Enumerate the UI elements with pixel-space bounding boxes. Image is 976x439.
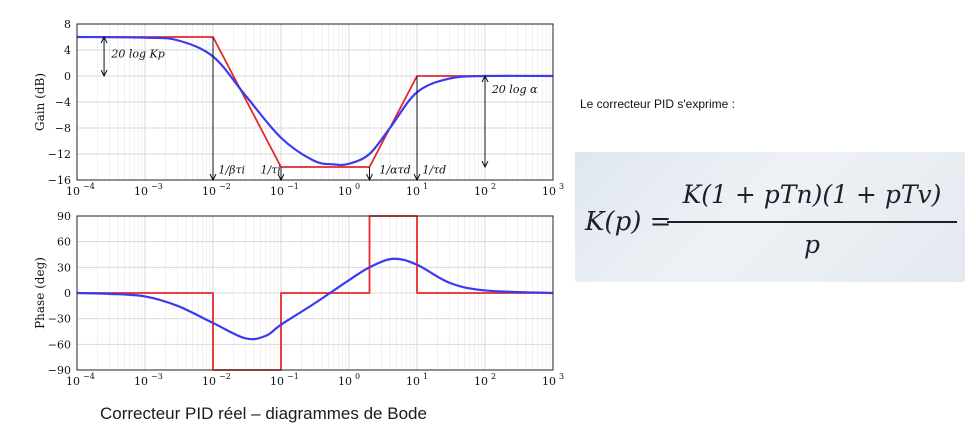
x-tick-exponent: 0: [355, 372, 360, 381]
annotation-label: 1/ατd: [379, 164, 410, 177]
x-tick-label: 10: [270, 375, 284, 388]
y-tick-label: 0: [64, 287, 71, 300]
x-tick-label: 10: [134, 185, 148, 198]
y-tick-label: 0: [64, 70, 71, 83]
x-tick-label: 10: [270, 185, 284, 198]
y-axis-label: Phase (deg): [33, 257, 47, 329]
side-text: Le correcteur PID s'exprime :: [580, 97, 736, 111]
x-tick-label: 10: [542, 185, 556, 198]
response-curve: [76, 35, 554, 167]
x-tick-exponent: −3: [151, 372, 163, 381]
alpha-arrow-head: [481, 74, 489, 83]
annotation-label: 20 log α: [491, 83, 538, 96]
asymptote-line: [77, 215, 553, 371]
x-tick-label: 10: [406, 375, 420, 388]
kp-arrow-head: [100, 35, 108, 44]
y-tick-label: 90: [57, 210, 71, 223]
annotation-label: 20 log Kp: [110, 47, 164, 60]
y-tick-label: 8: [64, 18, 71, 31]
x-tick-label: 10: [406, 185, 420, 198]
formula-lhs: K(p) =: [585, 207, 672, 237]
x-tick-exponent: 2: [491, 182, 496, 191]
annotation-label: 1/βτi: [218, 164, 245, 177]
x-tick-exponent: −2: [219, 182, 231, 191]
pid-formula: K(p) = K(1 + pTn)(1 + pTv) p: [575, 152, 965, 282]
y-tick-label: −8: [55, 122, 71, 135]
x-tick-label: 10: [134, 375, 148, 388]
x-tick-label: 10: [66, 185, 80, 198]
plot-frame: [76, 23, 554, 181]
annotation-label: 1/τd: [422, 164, 446, 177]
corner-frequency-arrow-head: [277, 173, 285, 182]
x-tick-exponent: 1: [423, 372, 428, 381]
x-tick-exponent: 0: [355, 182, 360, 191]
asymptote-line: [77, 36, 553, 168]
y-tick-label: −16: [48, 174, 71, 187]
x-tick-label: 10: [202, 375, 216, 388]
x-tick-exponent: 2: [491, 372, 496, 381]
x-tick-exponent: −1: [287, 372, 299, 381]
x-tick-exponent: −4: [83, 182, 95, 191]
formula-denominator: p: [803, 230, 820, 259]
figure-caption: Correcteur PID réel – diagrammes de Bode: [100, 404, 427, 423]
x-tick-label: 10: [202, 185, 216, 198]
x-tick-label: 10: [66, 375, 80, 388]
x-tick-label: 10: [542, 375, 556, 388]
alpha-arrow-head: [481, 160, 489, 169]
corner-frequency-arrow-head: [366, 173, 373, 182]
corner-frequency-arrow-head: [413, 173, 421, 182]
y-tick-label: 30: [57, 261, 71, 274]
formula-photo: K(p) = K(1 + pTn)(1 + pTv) p: [575, 152, 965, 282]
x-tick-exponent: −1: [287, 182, 299, 191]
formula-numerator: K(1 + pTn)(1 + pTv): [682, 180, 942, 209]
y-tick-label: −60: [48, 338, 71, 351]
annotation-label: 1/τi: [261, 164, 281, 177]
corner-frequency-arrow-head: [209, 173, 217, 182]
y-tick-label: −4: [55, 96, 71, 109]
response-curve: [76, 257, 554, 341]
x-tick-exponent: −2: [219, 372, 231, 381]
y-tick-label: 60: [57, 236, 71, 249]
x-tick-exponent: −3: [151, 182, 163, 191]
y-tick-label: −30: [48, 313, 71, 326]
x-tick-exponent: 1: [423, 182, 428, 191]
fraction-bar: [667, 221, 957, 223]
kp-arrow-head: [100, 69, 108, 78]
plot-frame: [76, 215, 554, 371]
y-axis-label: Gain (dB): [33, 73, 47, 131]
x-tick-label: 10: [474, 375, 488, 388]
x-tick-exponent: 3: [559, 182, 564, 191]
x-tick-label: 10: [338, 185, 352, 198]
y-tick-label: 4: [64, 44, 71, 57]
x-tick-exponent: −4: [83, 372, 95, 381]
x-tick-label: 10: [338, 375, 352, 388]
y-tick-label: −12: [48, 148, 71, 161]
y-tick-label: −90: [48, 364, 71, 377]
x-tick-exponent: 3: [559, 372, 564, 381]
x-tick-label: 10: [474, 185, 488, 198]
